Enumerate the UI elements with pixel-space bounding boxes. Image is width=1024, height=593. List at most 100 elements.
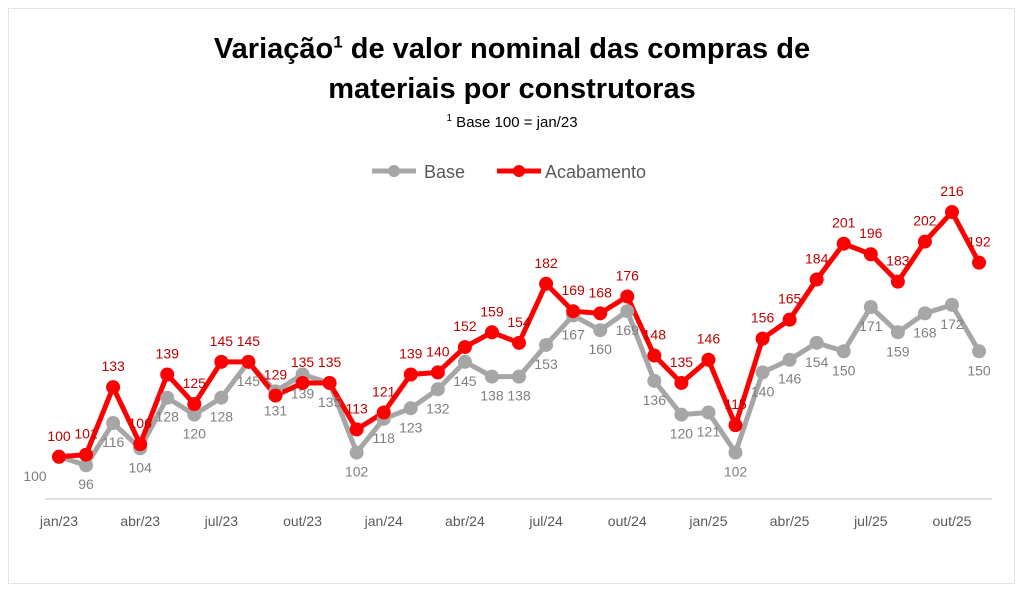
data-point-acabamento	[349, 422, 364, 437]
data-label-base: 104	[129, 459, 153, 475]
data-point-acabamento	[187, 397, 202, 412]
data-label-base: 136	[643, 392, 667, 408]
data-label-acabamento: 101	[74, 426, 98, 442]
x-tick-label: abr/24	[445, 513, 485, 529]
data-point-base	[863, 299, 878, 314]
data-label-acabamento: 135	[670, 354, 694, 370]
data-point-acabamento	[539, 276, 554, 291]
data-label-base: 167	[561, 326, 585, 342]
data-point-acabamento	[755, 331, 770, 346]
data-label-base: 150	[832, 362, 856, 378]
data-point-base	[647, 373, 662, 388]
data-label-acabamento: 133	[101, 358, 125, 374]
subtitle-text: Base 100 = jan/23	[452, 114, 578, 131]
data-point-acabamento	[566, 304, 581, 319]
data-label-base: 139	[291, 386, 315, 402]
data-label-base: 138	[480, 388, 504, 404]
chart-frame	[8, 8, 1015, 584]
x-tick-label: out/24	[608, 513, 647, 529]
data-point-base	[79, 458, 94, 473]
data-label-acabamento: 201	[832, 215, 856, 231]
data-point-base	[430, 382, 445, 397]
data-label-acabamento: 135	[291, 354, 315, 370]
data-point-base	[944, 297, 959, 312]
data-label-acabamento: 125	[183, 375, 207, 391]
data-point-base	[187, 407, 202, 422]
data-label-base: 102	[345, 464, 369, 480]
data-point-acabamento	[322, 375, 337, 390]
data-label-acabamento: 182	[534, 255, 558, 271]
data-point-acabamento	[106, 380, 121, 395]
data-label-base: 146	[778, 371, 802, 387]
title-text-rest: de valor nominal das compras de	[342, 33, 811, 65]
data-label-base: 120	[183, 426, 207, 442]
data-label-base: 138	[507, 388, 531, 404]
data-point-acabamento	[701, 352, 716, 367]
data-label-acabamento: 156	[751, 310, 775, 326]
data-label-acabamento: 148	[643, 327, 667, 343]
data-label-acabamento: 139	[399, 346, 423, 362]
data-label-acabamento: 152	[453, 318, 477, 334]
data-label-acabamento: 113	[345, 400, 368, 416]
data-point-acabamento	[403, 367, 418, 382]
data-label-acabamento: 145	[237, 333, 261, 349]
data-label-base: 145	[453, 373, 477, 389]
data-label-acabamento: 168	[589, 284, 613, 300]
data-point-acabamento	[809, 272, 824, 287]
data-label-base: 140	[751, 383, 775, 399]
data-label-acabamento: 140	[426, 343, 450, 359]
data-point-acabamento	[836, 236, 851, 251]
title-text-line2: materiais por construtoras	[328, 73, 696, 105]
data-label-base: 154	[805, 354, 829, 370]
data-point-acabamento	[593, 306, 608, 321]
data-label-acabamento: 202	[913, 213, 937, 229]
x-tick-label: jul/25	[853, 513, 888, 529]
data-label-acabamento: 159	[480, 303, 504, 319]
data-label-acabamento: 139	[156, 346, 180, 362]
data-label-base: 96	[78, 476, 94, 492]
data-point-base	[593, 323, 608, 338]
chart-title: Variação1 de valor nominal das compras d…	[0, 29, 1024, 109]
data-point-base	[917, 306, 932, 321]
data-point-acabamento	[863, 247, 878, 262]
data-point-base	[972, 344, 987, 359]
data-point-base	[728, 445, 743, 460]
data-point-base	[484, 369, 499, 384]
data-label-acabamento: 192	[967, 234, 991, 250]
legend-marker-acabamento	[513, 165, 525, 177]
legend-label-acabamento: Acabamento	[545, 162, 646, 182]
data-point-acabamento	[484, 325, 499, 340]
data-point-acabamento	[512, 335, 527, 350]
data-point-acabamento	[268, 388, 283, 403]
data-label-base: 118	[373, 430, 396, 446]
data-point-acabamento	[160, 367, 175, 382]
data-label-base: 102	[724, 464, 748, 480]
data-point-base	[701, 405, 716, 420]
data-point-base	[160, 390, 175, 405]
data-point-acabamento	[295, 375, 310, 390]
data-point-acabamento	[944, 205, 959, 220]
data-label-base: 150	[967, 362, 991, 378]
data-point-acabamento	[917, 234, 932, 249]
data-label-base: 160	[589, 341, 613, 357]
data-point-acabamento	[79, 447, 94, 462]
data-point-acabamento	[457, 340, 472, 355]
data-label-base: 121	[697, 423, 721, 439]
data-label-acabamento: 135	[318, 354, 342, 370]
data-label-base: 172	[940, 316, 964, 332]
data-point-acabamento	[214, 354, 229, 369]
x-tick-label: abr/23	[120, 513, 160, 529]
data-point-base	[782, 352, 797, 367]
data-point-base	[674, 407, 689, 422]
x-tick-label: jan/24	[364, 513, 403, 529]
data-label-base: 131	[264, 402, 288, 418]
data-label-acabamento: 216	[940, 183, 964, 199]
data-point-base	[349, 445, 364, 460]
data-label-acabamento: 196	[859, 225, 883, 241]
data-point-base	[403, 401, 418, 416]
data-point-acabamento	[728, 418, 743, 433]
data-point-base	[809, 335, 824, 350]
data-point-acabamento	[133, 437, 148, 452]
x-tick-label: jan/23	[39, 513, 78, 529]
